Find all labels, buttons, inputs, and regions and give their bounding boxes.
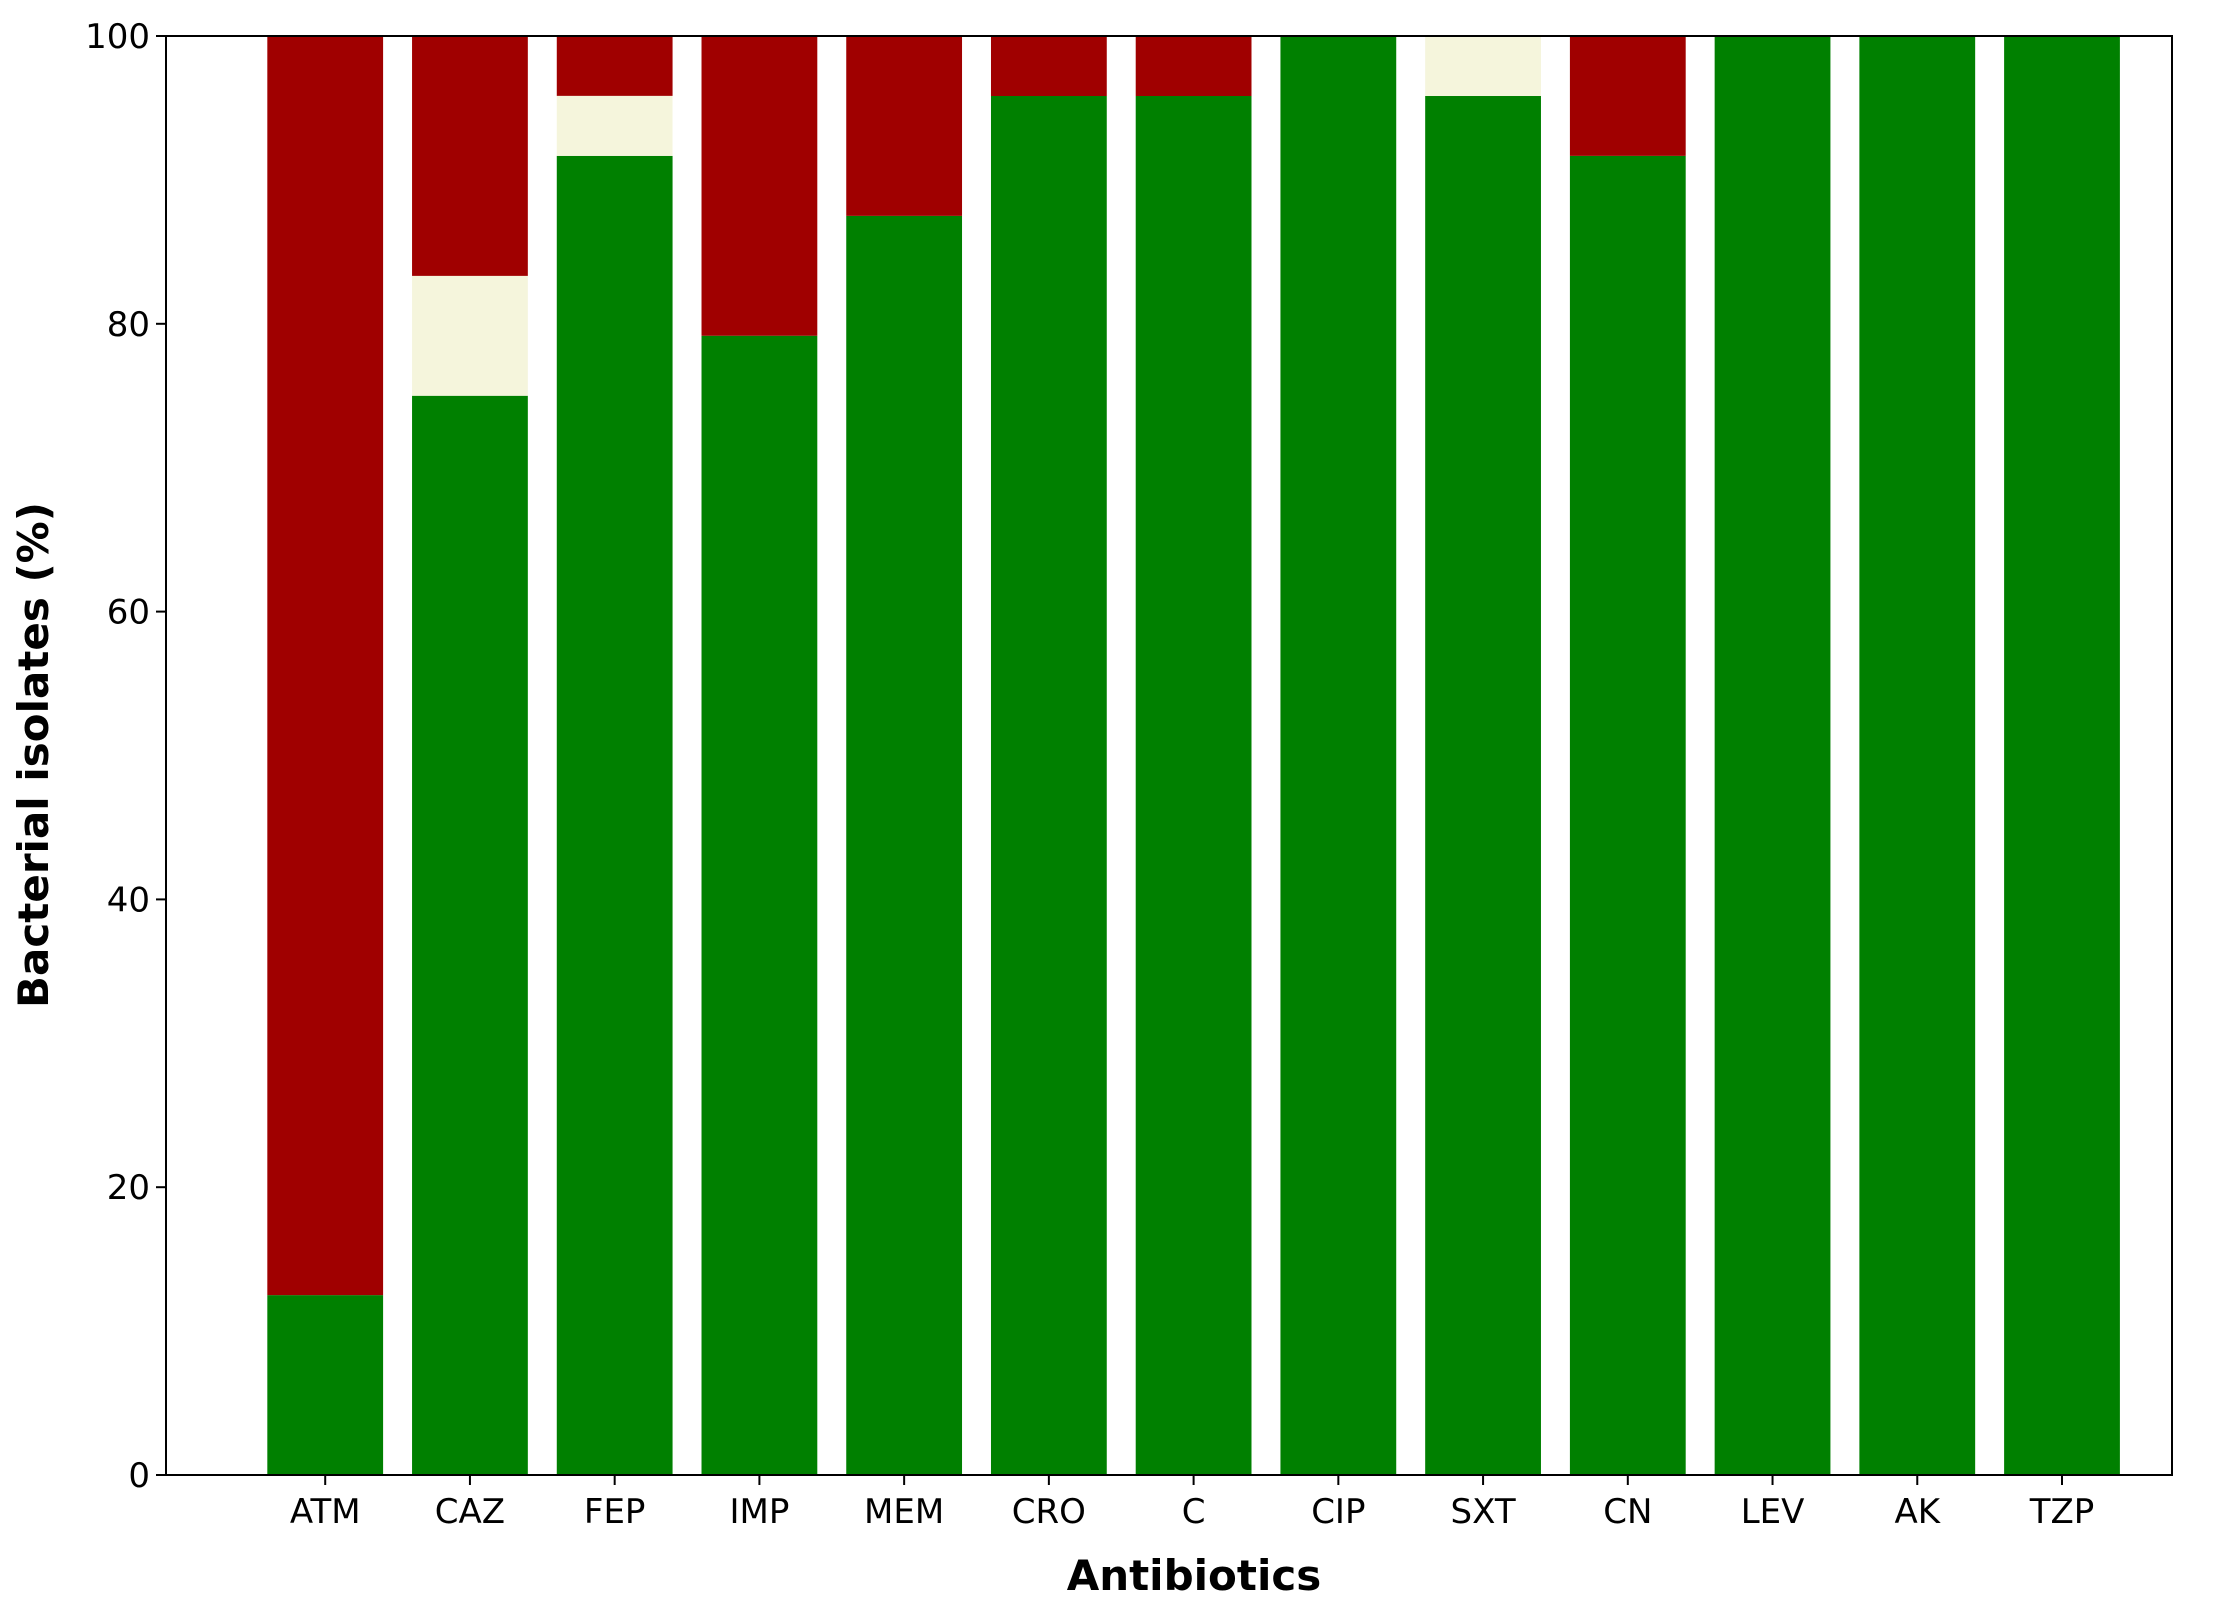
x-axis-label: Antibiotics xyxy=(1067,1551,1322,1600)
bar-TZP-segment-0 xyxy=(2004,36,2120,1475)
x-tick-label: ATM xyxy=(290,1492,361,1532)
y-axis-label: Bacterial isolates (%) xyxy=(9,502,58,1008)
bar-CRO-segment-2 xyxy=(990,36,1107,97)
x-tick-label: CAZ xyxy=(435,1492,505,1532)
bar-FEP-segment-1 xyxy=(556,95,673,156)
x-tick-label: CN xyxy=(1603,1492,1652,1532)
bar-IMP-segment-2 xyxy=(701,36,818,336)
y-axis: 0 20 40 60 80 100 xyxy=(85,17,166,1496)
bar-CAZ-segment-0 xyxy=(412,395,528,1475)
x-tick-label: C xyxy=(1182,1492,1206,1532)
x-tick-label: IMP xyxy=(729,1492,789,1532)
y-tick-label: 0 xyxy=(128,1456,150,1496)
x-tick-label: MEM xyxy=(864,1492,944,1532)
plot-frame xyxy=(165,35,2173,1476)
bar-FEP-segment-2 xyxy=(556,35,673,96)
x-tick-label: FEP xyxy=(584,1492,646,1532)
y-tick-label: 80 xyxy=(107,305,150,345)
x-tick-label: AK xyxy=(1894,1492,1941,1532)
x-tick-label: SXT xyxy=(1451,1492,1516,1532)
x-tick-label: CRO xyxy=(1012,1492,1086,1532)
y-tick-label: 100 xyxy=(85,17,150,57)
bar-ATM-segment-0 xyxy=(267,1295,384,1475)
bar-CIP-segment-0 xyxy=(1280,36,1397,1475)
bar-SXT-segment-0 xyxy=(1425,96,1541,1475)
bars xyxy=(267,35,2120,1476)
bar-ATM-segment-2 xyxy=(267,36,384,1296)
bar-AK-segment-0 xyxy=(1859,36,1976,1475)
y-tick-label: 40 xyxy=(107,880,150,920)
x-tick-label: CIP xyxy=(1311,1492,1365,1532)
y-tick-label: 60 xyxy=(107,593,150,633)
bar-IMP-segment-0 xyxy=(701,335,818,1476)
y-tick-label: 20 xyxy=(107,1168,150,1208)
bar-SXT-segment-1 xyxy=(1425,36,1541,97)
bar-MEM-segment-0 xyxy=(846,215,963,1475)
bar-CAZ-segment-1 xyxy=(412,275,528,396)
bar-CAZ-segment-2 xyxy=(412,36,528,276)
bar-CN-segment-2 xyxy=(1569,36,1686,156)
bar-C-segment-2 xyxy=(1135,36,1252,97)
x-tick-label: LEV xyxy=(1741,1492,1805,1532)
bar-CN-segment-0 xyxy=(1569,155,1686,1476)
bar-MEM-segment-2 xyxy=(846,36,963,216)
bar-FEP-segment-0 xyxy=(556,155,673,1476)
x-axis: ATM CAZ FEP IMP MEM CRO C CIP SXT CN LEV AK TZP xyxy=(290,1475,2094,1532)
x-tick-label: TZP xyxy=(2029,1492,2095,1532)
bar-CRO-segment-0 xyxy=(990,96,1107,1475)
bar-LEV-segment-0 xyxy=(1714,36,1831,1475)
bar-C-segment-0 xyxy=(1135,96,1252,1475)
